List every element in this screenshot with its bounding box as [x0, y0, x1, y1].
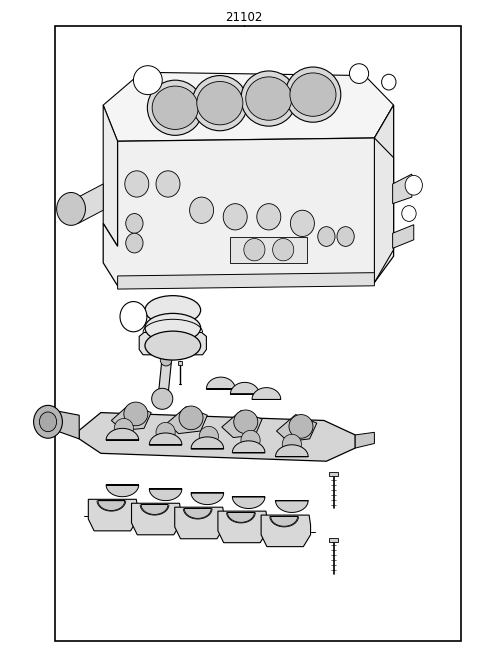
Ellipse shape — [285, 67, 341, 122]
Polygon shape — [184, 509, 211, 518]
Polygon shape — [178, 361, 182, 365]
Ellipse shape — [290, 210, 314, 237]
Polygon shape — [329, 538, 338, 542]
Ellipse shape — [145, 296, 201, 325]
Ellipse shape — [133, 66, 162, 95]
Ellipse shape — [234, 410, 258, 434]
Polygon shape — [52, 411, 79, 439]
Polygon shape — [149, 489, 182, 501]
Ellipse shape — [160, 354, 172, 366]
Ellipse shape — [405, 175, 422, 195]
Polygon shape — [232, 497, 265, 509]
Polygon shape — [276, 415, 317, 442]
Ellipse shape — [120, 302, 147, 332]
Ellipse shape — [382, 74, 396, 90]
Polygon shape — [230, 237, 307, 263]
Ellipse shape — [244, 238, 265, 261]
Ellipse shape — [402, 206, 416, 221]
Polygon shape — [329, 472, 338, 476]
Ellipse shape — [289, 415, 313, 438]
Polygon shape — [222, 411, 262, 438]
Ellipse shape — [114, 419, 133, 438]
Polygon shape — [271, 516, 298, 526]
Polygon shape — [106, 428, 139, 440]
Ellipse shape — [39, 412, 57, 432]
Bar — [55, 26, 461, 641]
Ellipse shape — [126, 233, 143, 253]
Ellipse shape — [126, 214, 143, 233]
Polygon shape — [393, 225, 414, 248]
Ellipse shape — [57, 193, 85, 225]
Polygon shape — [106, 485, 139, 497]
Polygon shape — [393, 174, 412, 204]
Ellipse shape — [179, 406, 203, 430]
Ellipse shape — [197, 81, 243, 125]
Polygon shape — [167, 407, 207, 434]
Ellipse shape — [145, 313, 201, 342]
Polygon shape — [139, 332, 206, 355]
Polygon shape — [149, 433, 182, 445]
Ellipse shape — [190, 197, 214, 223]
Ellipse shape — [34, 405, 62, 438]
Text: 21102: 21102 — [225, 11, 263, 24]
Ellipse shape — [156, 171, 180, 197]
Polygon shape — [158, 356, 172, 396]
Polygon shape — [276, 445, 308, 457]
Ellipse shape — [199, 426, 218, 446]
Polygon shape — [276, 501, 308, 512]
Ellipse shape — [192, 76, 248, 131]
Ellipse shape — [241, 71, 297, 126]
Ellipse shape — [223, 204, 247, 230]
Polygon shape — [355, 432, 374, 448]
Polygon shape — [103, 72, 394, 141]
Ellipse shape — [156, 422, 175, 442]
Polygon shape — [103, 138, 394, 286]
Polygon shape — [118, 273, 374, 289]
Ellipse shape — [241, 430, 260, 450]
Ellipse shape — [125, 171, 149, 197]
Ellipse shape — [273, 238, 294, 261]
Ellipse shape — [290, 73, 336, 116]
Polygon shape — [98, 501, 125, 510]
Ellipse shape — [147, 80, 203, 135]
Polygon shape — [206, 377, 235, 389]
Polygon shape — [111, 404, 151, 430]
Polygon shape — [252, 388, 281, 399]
Polygon shape — [141, 505, 168, 514]
Ellipse shape — [246, 77, 292, 120]
Polygon shape — [132, 503, 181, 535]
Polygon shape — [79, 413, 355, 461]
Polygon shape — [103, 105, 118, 246]
Ellipse shape — [124, 402, 148, 426]
Ellipse shape — [337, 227, 354, 246]
Polygon shape — [261, 515, 311, 547]
Polygon shape — [232, 441, 265, 453]
Polygon shape — [230, 382, 259, 394]
Polygon shape — [191, 437, 224, 449]
Polygon shape — [218, 511, 267, 543]
Ellipse shape — [349, 64, 369, 83]
Ellipse shape — [152, 86, 198, 129]
Polygon shape — [374, 105, 394, 283]
Polygon shape — [78, 184, 103, 223]
Ellipse shape — [318, 227, 335, 246]
Ellipse shape — [257, 204, 281, 230]
Ellipse shape — [282, 434, 301, 454]
Polygon shape — [228, 512, 254, 522]
Polygon shape — [88, 499, 138, 531]
Polygon shape — [191, 493, 224, 505]
Polygon shape — [374, 105, 394, 158]
Polygon shape — [175, 507, 224, 539]
Ellipse shape — [145, 331, 201, 360]
Ellipse shape — [152, 388, 173, 409]
